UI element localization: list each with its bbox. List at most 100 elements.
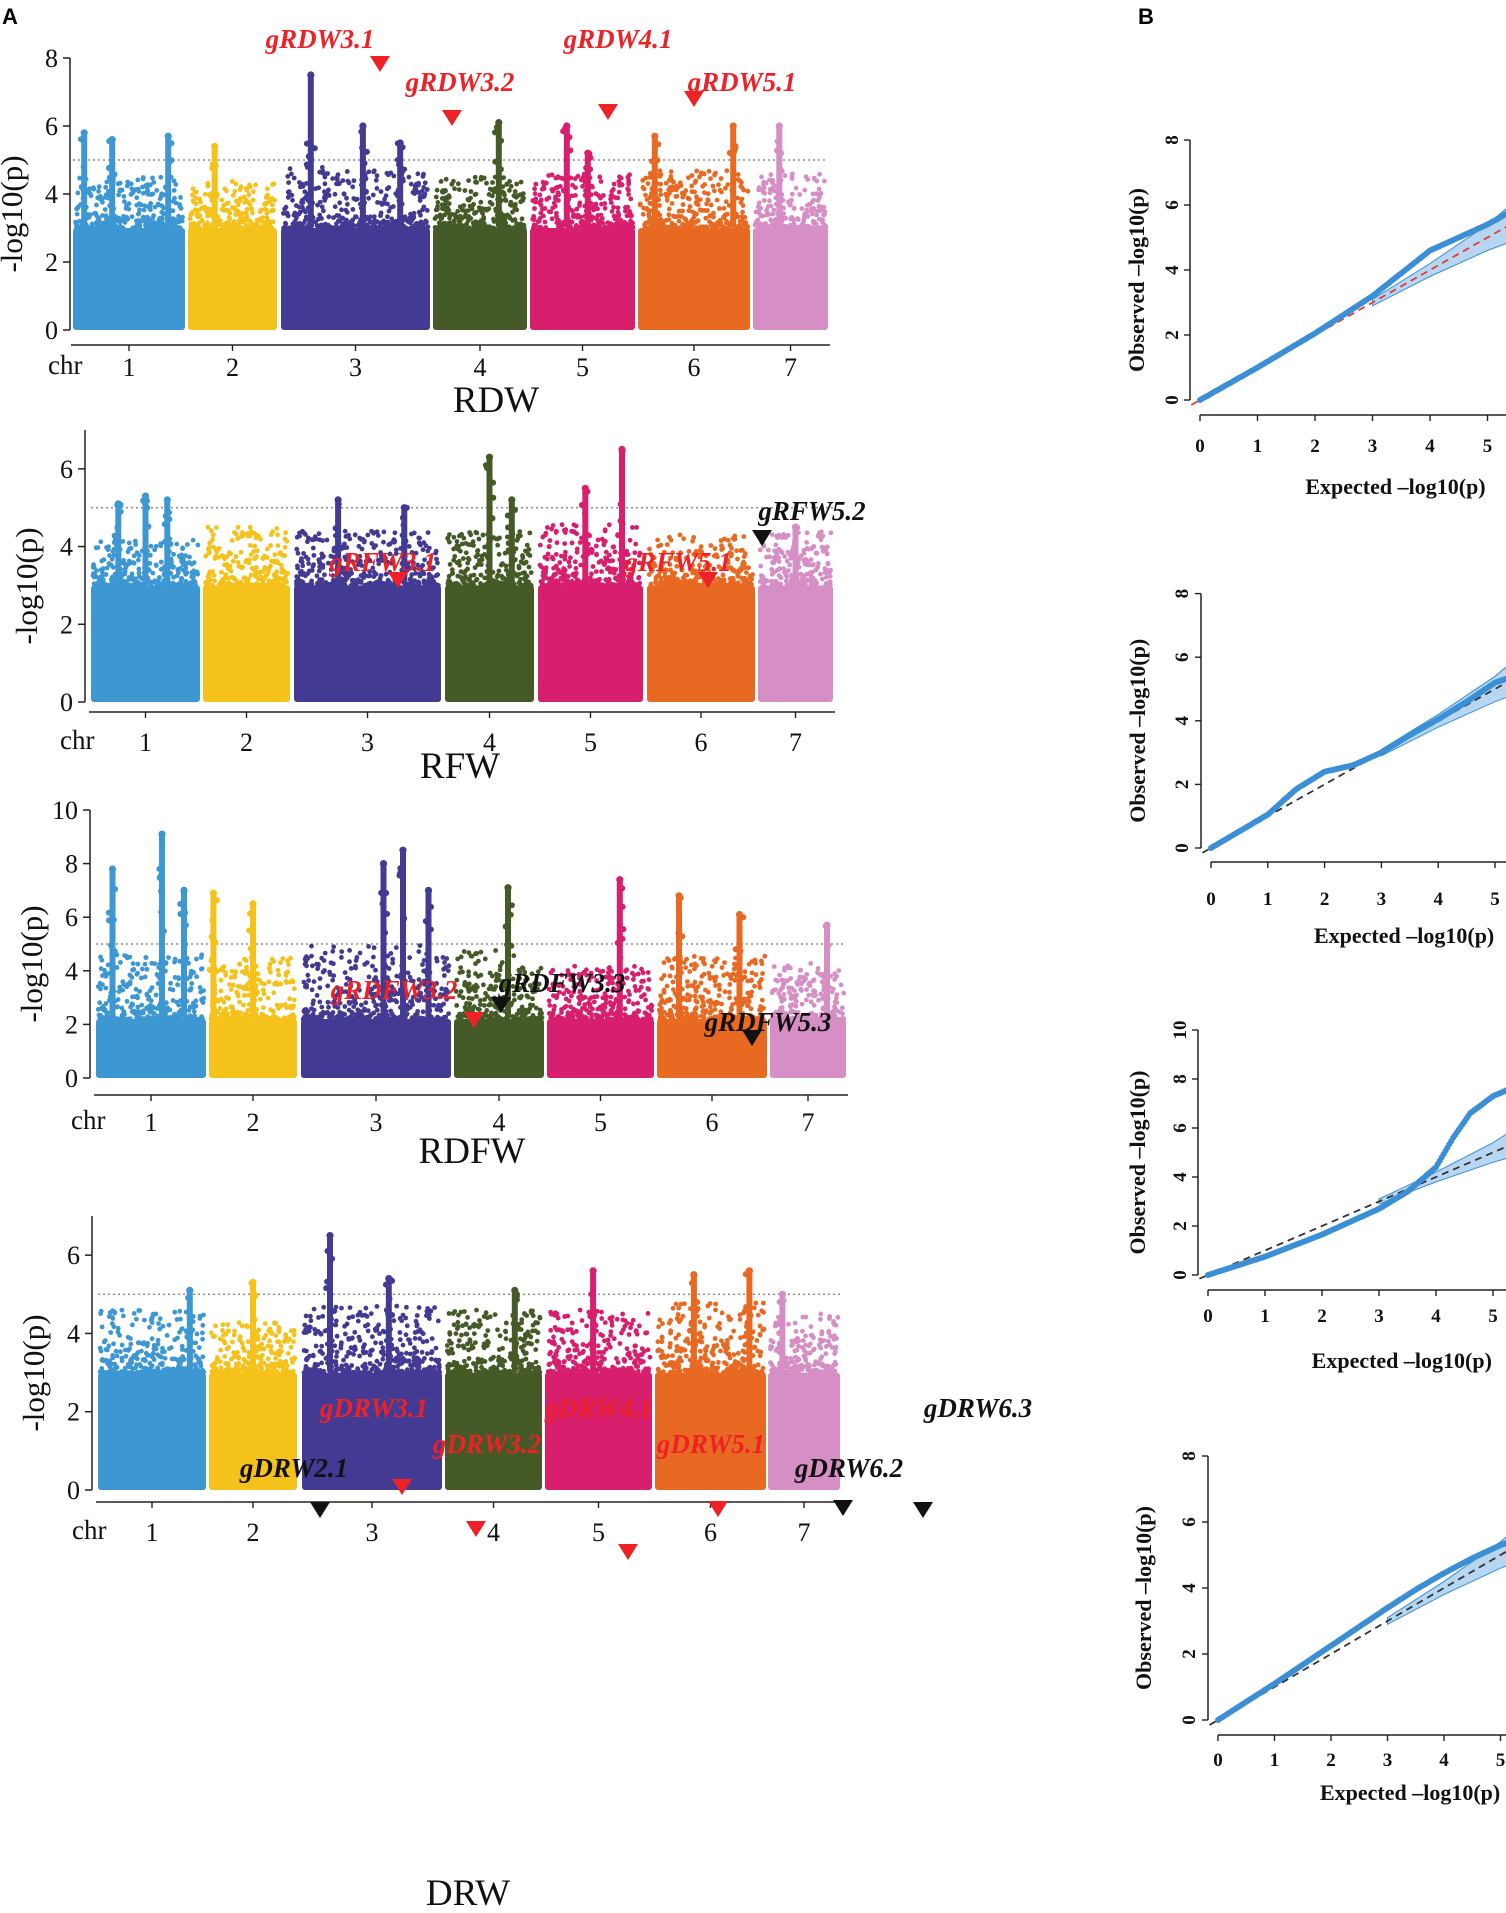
snp-point [170, 987, 176, 993]
snp-point [401, 539, 407, 546]
snp-point [476, 536, 482, 542]
snp-point [617, 517, 624, 524]
snp-point [607, 581, 613, 587]
snp-point [121, 194, 127, 199]
snp-point [713, 170, 718, 176]
snp-point [455, 181, 461, 187]
snp-point [126, 540, 132, 546]
snp-point [578, 177, 584, 183]
snp-point [769, 187, 775, 193]
snp-point [339, 955, 344, 960]
snp-point [232, 188, 238, 194]
snp-point [658, 172, 664, 178]
snp-point [521, 560, 527, 566]
snp-point [566, 559, 572, 565]
snp-point [153, 992, 159, 998]
qtl-marker-triangle [442, 110, 462, 126]
snp-point [110, 564, 116, 570]
snp-point [287, 166, 293, 172]
snp-point [331, 215, 336, 221]
snp-point [135, 186, 141, 192]
snp-point [128, 577, 134, 582]
snp-point [689, 189, 695, 195]
snp-point [599, 201, 604, 207]
snp-point [406, 174, 412, 180]
snp-point [668, 169, 674, 175]
snp-point [176, 975, 181, 981]
snp-point [322, 950, 328, 956]
snp-point [150, 175, 155, 181]
snp-point [387, 541, 393, 547]
snp-point [433, 207, 439, 213]
snp-point [527, 530, 533, 536]
snp-point [696, 225, 702, 231]
snp-point [803, 557, 809, 562]
peak-column [307, 75, 314, 228]
snp-point [782, 173, 788, 179]
snp-point [203, 580, 209, 586]
snp-point [574, 223, 579, 228]
snp-point [165, 179, 172, 186]
snp-point [158, 174, 164, 180]
snp-point [617, 501, 624, 508]
snp-point [124, 998, 130, 1004]
snp-point [724, 168, 730, 174]
snp-point [766, 547, 771, 553]
snp-point [332, 525, 339, 532]
snp-point [264, 555, 270, 560]
snp-point [267, 225, 273, 231]
y-tick-label: 0 [65, 1064, 78, 1093]
snp-point [120, 583, 126, 588]
snp-point [808, 570, 813, 575]
snp-point [633, 541, 639, 547]
snp-point [270, 182, 275, 187]
snp-point [299, 181, 305, 187]
snp-point [74, 211, 80, 217]
snp-point [265, 571, 271, 576]
snp-point [229, 968, 235, 974]
chromosome-4-base [445, 585, 534, 702]
snp-point [336, 218, 341, 224]
snp-point [247, 557, 253, 563]
snp-point [304, 181, 309, 186]
snp-point [114, 225, 119, 231]
snp-point [271, 1009, 276, 1014]
snp-point [253, 574, 259, 579]
snp-point [805, 177, 811, 182]
snp-point [543, 225, 548, 231]
snp-point [719, 189, 724, 195]
snp-point [128, 181, 134, 187]
snp-point [555, 190, 561, 196]
snp-point [365, 532, 371, 538]
snp-point [455, 573, 461, 579]
snp-point [823, 582, 829, 588]
snp-point [508, 202, 514, 208]
x-axis-label: RDW [453, 380, 539, 421]
snp-point [151, 179, 157, 185]
snp-point [787, 562, 793, 568]
snp-point [532, 186, 537, 192]
snp-point [520, 555, 526, 561]
snp-point [486, 192, 492, 197]
snp-point [671, 225, 677, 231]
snp-point [143, 955, 149, 960]
snp-point [447, 212, 452, 217]
snp-point [191, 199, 197, 205]
snp-point [521, 225, 527, 231]
snp-point [424, 208, 430, 213]
snp-point [498, 137, 505, 144]
snp-point [141, 207, 147, 213]
snp-point [302, 189, 308, 195]
snp-point [755, 225, 761, 231]
snp-point [768, 203, 774, 209]
snp-point [235, 536, 241, 541]
snp-point [179, 576, 185, 581]
snp-point [375, 200, 380, 205]
snp-point [319, 1004, 325, 1010]
snp-point [219, 553, 225, 558]
snp-point [232, 205, 238, 211]
snp-point [465, 560, 471, 566]
peak-top-point [211, 142, 219, 150]
chromosome-7-base [758, 585, 833, 702]
snp-point [405, 219, 411, 224]
